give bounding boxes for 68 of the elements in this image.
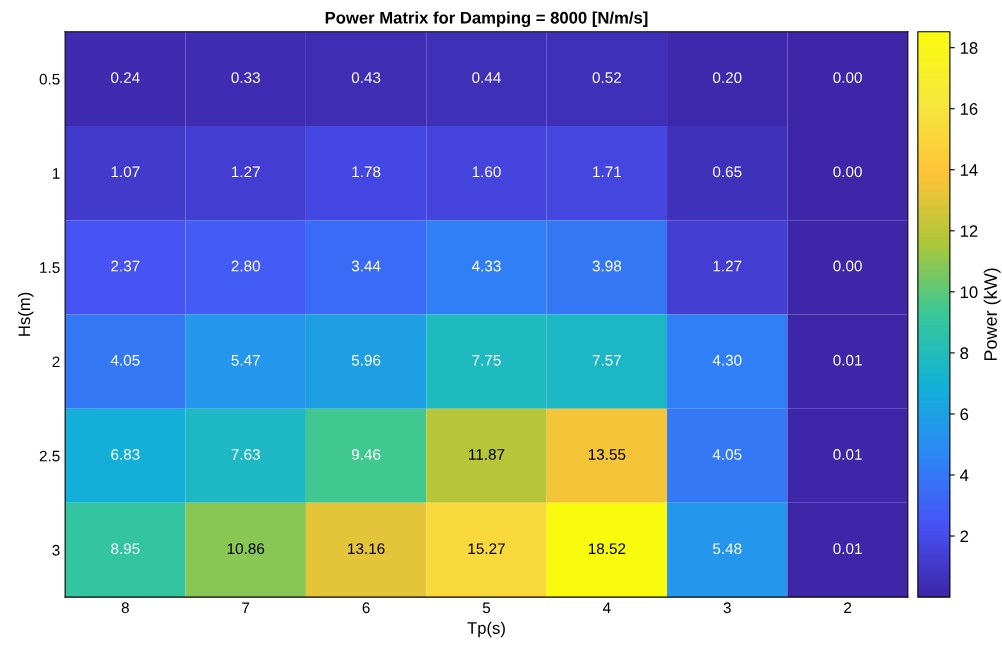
data-label: 8.95 <box>111 543 140 555</box>
data-label: 0.01 <box>833 449 862 460</box>
data-label: 3.98 <box>592 260 622 272</box>
data-label: 2.80 <box>231 260 260 272</box>
data-label: 1.71 <box>593 166 621 178</box>
data-label: 0.44 <box>472 72 501 84</box>
y-tick-label: 1.5 <box>40 262 60 274</box>
color-bar-label: 6 <box>960 408 969 421</box>
data-label: 0.00 <box>833 260 862 272</box>
color-bar-label: 8 <box>960 347 969 360</box>
x-tick-label: 8 <box>121 602 129 614</box>
data-label: 5.47 <box>231 354 260 366</box>
data-label: 3.44 <box>351 260 381 272</box>
color-bar-label: 4 <box>960 469 969 482</box>
color-bar-label: 14 <box>960 164 978 176</box>
x-tick-label: 4 <box>602 602 611 614</box>
x-tick-label: 3 <box>723 602 731 614</box>
y-tick-label: 2 <box>52 356 60 368</box>
data-label: 1.07 <box>111 166 140 178</box>
data-label: 0.20 <box>712 72 742 84</box>
data-label: 9.46 <box>351 449 381 460</box>
data-label: 6.83 <box>111 449 140 460</box>
data-label: 13.55 <box>588 449 626 460</box>
color-bar-label: 16 <box>960 103 978 115</box>
data-label: 0.65 <box>712 166 742 178</box>
data-label: 7.75 <box>472 354 501 366</box>
y-tick-label: 2.5 <box>39 450 60 462</box>
data-label: 0.43 <box>351 72 381 84</box>
chart-title: Power Matrix for Damping = 8000 [N/m/s] <box>325 11 648 27</box>
y-tick-label: 3 <box>52 544 60 556</box>
data-label: 0.33 <box>231 72 260 84</box>
data-label: 13.16 <box>348 543 385 555</box>
data-label: 7.63 <box>231 449 260 460</box>
data-label: 18.52 <box>588 543 626 555</box>
color-bar-label: 18 <box>960 42 978 54</box>
x-tick-label: 5 <box>482 602 491 614</box>
color-bar-label: 2 <box>960 530 969 543</box>
color-bar-label: 12 <box>960 225 978 237</box>
data-label: 4.05 <box>110 354 140 366</box>
data-label: 10.86 <box>227 543 265 555</box>
y-tick-label: 1 <box>52 168 60 179</box>
data-label: 4.05 <box>712 449 742 460</box>
data-label: 1.78 <box>352 166 381 178</box>
x-axis-title: Tp(s) <box>467 621 505 638</box>
data-label: 0.00 <box>833 166 862 178</box>
color-bar-label: 10 <box>960 286 978 299</box>
x-tick-label: 7 <box>242 602 250 614</box>
data-label: 7.57 <box>592 354 621 366</box>
data-label: 2.37 <box>111 260 140 272</box>
x-tick-label: 6 <box>362 602 370 614</box>
x-tick-label: 2 <box>844 602 852 614</box>
data-label: 0.01 <box>833 354 862 366</box>
data-label: 0.00 <box>833 72 862 84</box>
data-label: 11.87 <box>469 449 505 460</box>
data-label: 0.24 <box>111 72 140 84</box>
data-label: 1.27 <box>713 260 742 272</box>
color-bar-title: Power (kW) <box>983 268 1001 361</box>
y-axis-title: Hs(m) <box>17 292 34 336</box>
data-label: 4.33 <box>471 260 501 272</box>
data-label: 0.52 <box>592 72 621 84</box>
data-label: 1.60 <box>472 166 501 178</box>
data-label: 1.27 <box>232 166 260 178</box>
y-tick-label: 0.5 <box>39 73 60 85</box>
data-label: 5.96 <box>351 354 381 366</box>
data-label: 5.48 <box>712 543 742 555</box>
data-label: 4.30 <box>712 354 742 366</box>
data-label: 15.27 <box>468 543 505 555</box>
data-label: 0.01 <box>833 543 862 555</box>
